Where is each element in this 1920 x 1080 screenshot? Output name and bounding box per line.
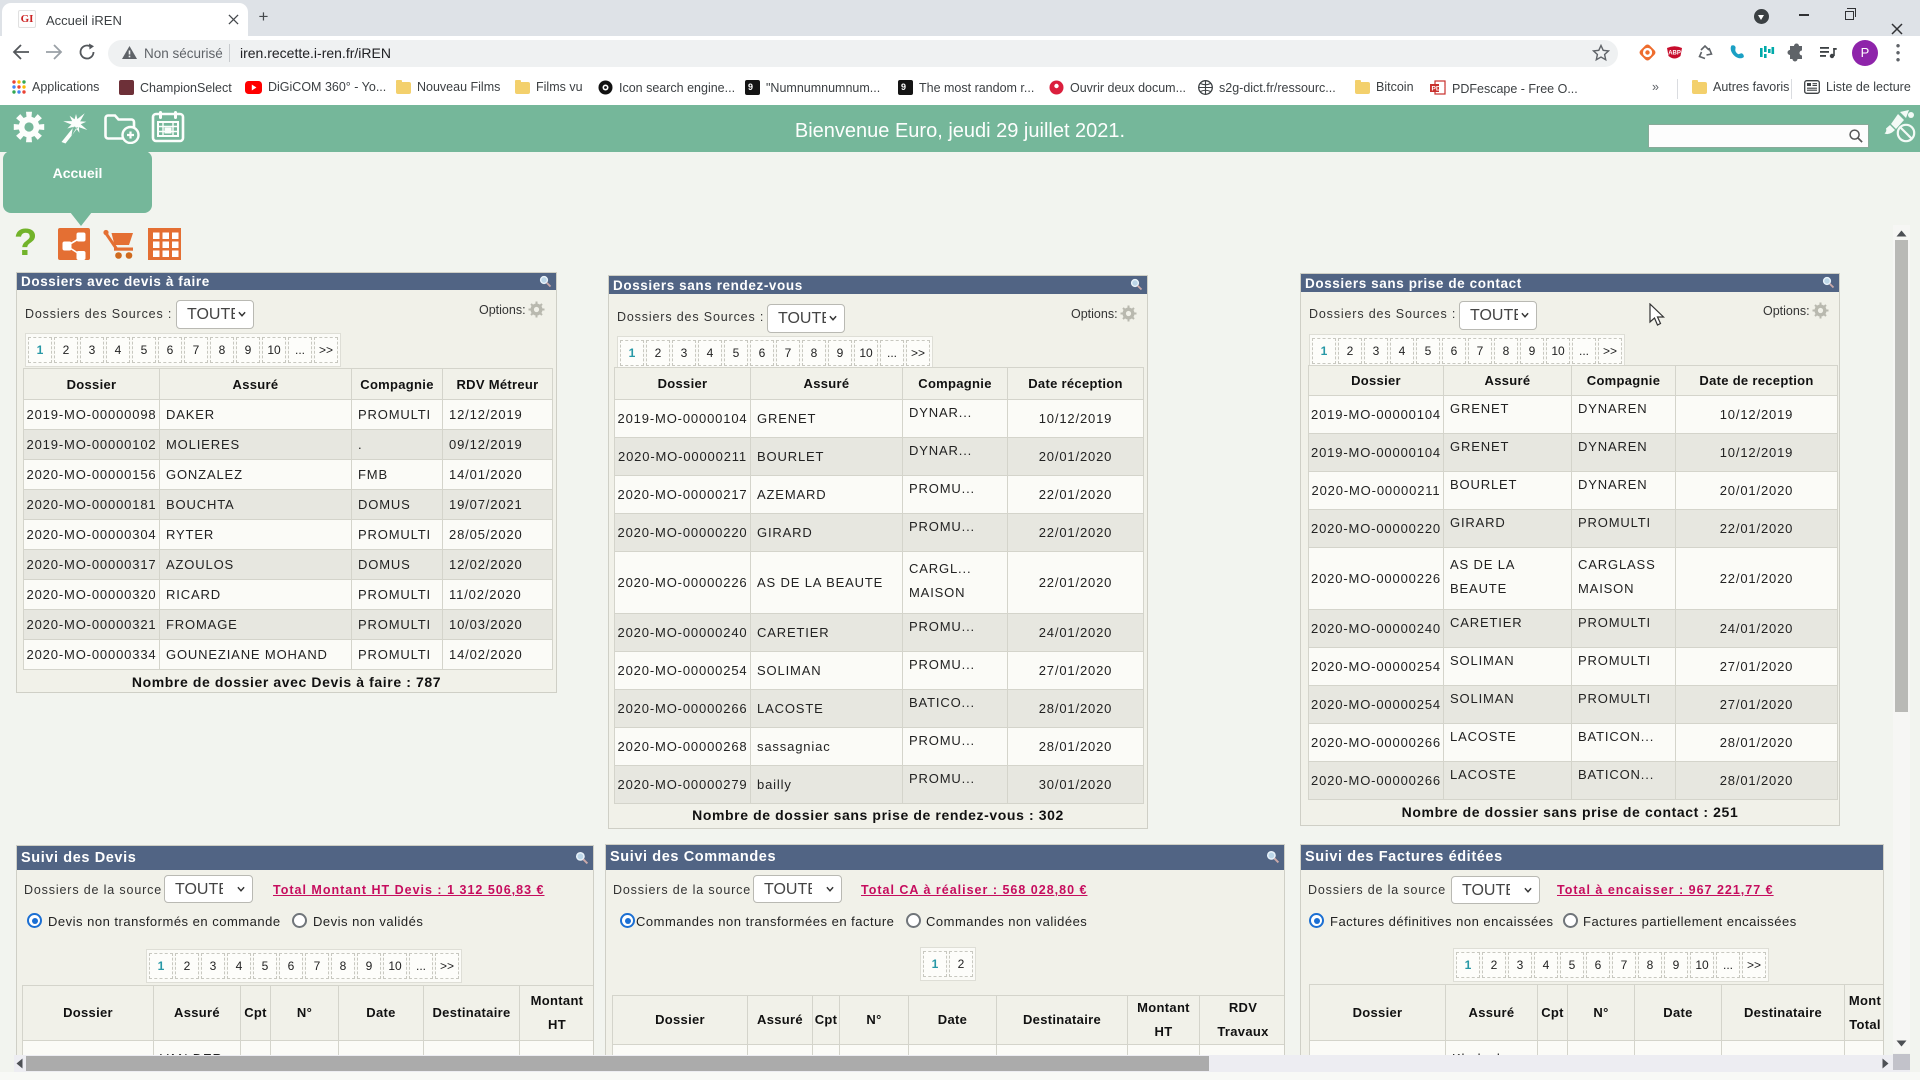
svg-text:PDF: PDF — [1432, 86, 1445, 93]
svg-text:ABP: ABP — [1668, 51, 1681, 57]
